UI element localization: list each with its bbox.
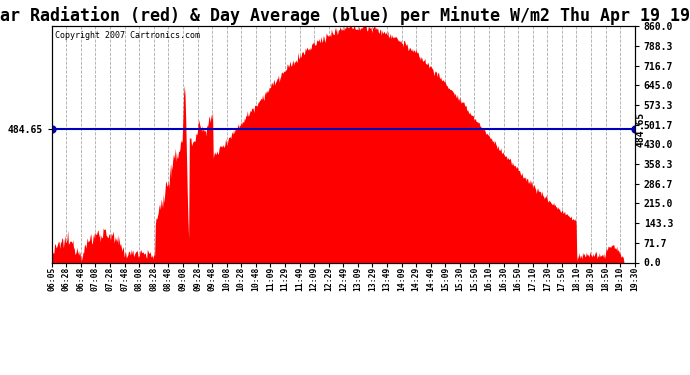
Text: 11:09: 11:09 [266, 266, 275, 291]
Text: 10:48: 10:48 [251, 266, 260, 291]
Text: 19:10: 19:10 [615, 266, 624, 291]
Text: 12:29: 12:29 [324, 266, 333, 291]
Text: 19:30: 19:30 [630, 266, 640, 291]
Text: 09:08: 09:08 [179, 266, 188, 291]
Text: 17:30: 17:30 [543, 266, 552, 291]
Text: 16:50: 16:50 [513, 266, 523, 291]
Text: 11:29: 11:29 [280, 266, 290, 291]
Text: 16:30: 16:30 [499, 266, 508, 291]
Text: 17:10: 17:10 [529, 266, 538, 291]
Text: 10:28: 10:28 [237, 266, 246, 291]
Text: 14:29: 14:29 [412, 266, 421, 291]
Text: 08:08: 08:08 [135, 266, 144, 291]
Text: 18:50: 18:50 [601, 266, 610, 291]
Text: 06:05: 06:05 [47, 266, 57, 291]
Text: 13:09: 13:09 [353, 266, 362, 291]
Text: 13:29: 13:29 [368, 266, 377, 291]
Text: 16:10: 16:10 [484, 266, 493, 291]
Text: 18:30: 18:30 [586, 266, 595, 291]
Text: 14:09: 14:09 [397, 266, 406, 291]
Text: 12:49: 12:49 [339, 266, 348, 291]
Text: 09:28: 09:28 [193, 266, 202, 291]
Text: 06:28: 06:28 [62, 266, 71, 291]
Text: 15:30: 15:30 [455, 266, 464, 291]
Text: 06:48: 06:48 [77, 266, 86, 291]
Text: 18:10: 18:10 [572, 266, 581, 291]
Text: 15:09: 15:09 [441, 266, 450, 291]
Text: 07:08: 07:08 [91, 266, 100, 291]
Text: 17:50: 17:50 [558, 266, 566, 291]
Text: 07:28: 07:28 [106, 266, 115, 291]
Text: 484.65: 484.65 [635, 112, 645, 147]
Text: 10:08: 10:08 [222, 266, 231, 291]
Text: Solar Radiation (red) & Day Average (blue) per Minute W/m2 Thu Apr 19 19:37: Solar Radiation (red) & Day Average (blu… [0, 6, 690, 25]
Text: 07:48: 07:48 [120, 266, 129, 291]
Text: 13:49: 13:49 [382, 266, 391, 291]
Text: Copyright 2007 Cartronics.com: Copyright 2007 Cartronics.com [55, 31, 199, 40]
Text: 11:49: 11:49 [295, 266, 304, 291]
Text: 14:49: 14:49 [426, 266, 435, 291]
Text: 08:28: 08:28 [149, 266, 158, 291]
Text: 08:48: 08:48 [164, 266, 173, 291]
Text: 09:48: 09:48 [208, 266, 217, 291]
Text: 15:50: 15:50 [470, 266, 479, 291]
Text: 12:09: 12:09 [310, 266, 319, 291]
